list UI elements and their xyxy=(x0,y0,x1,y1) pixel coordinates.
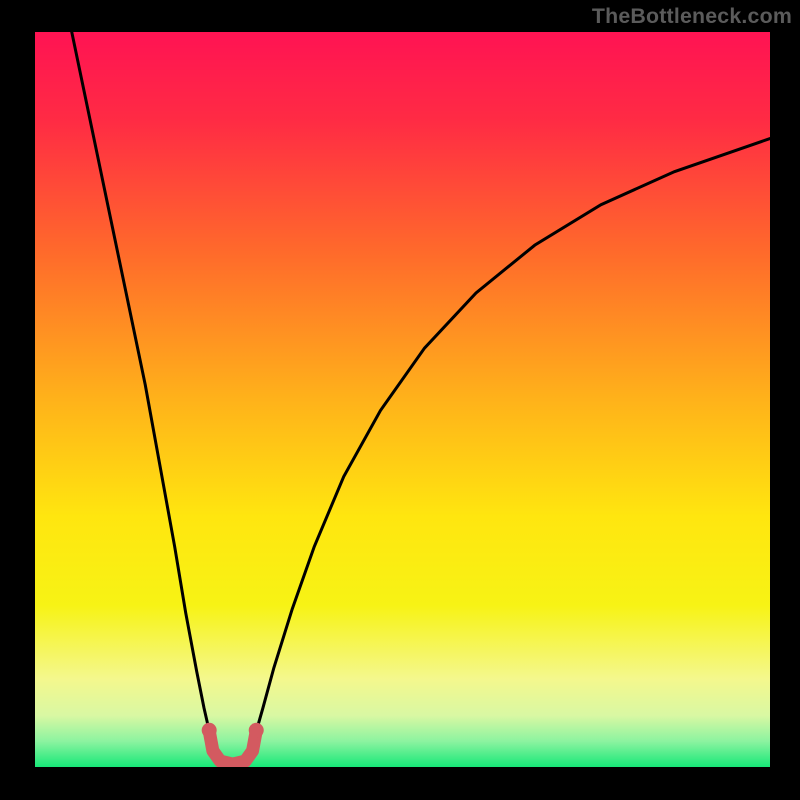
curve-left-branch xyxy=(72,32,215,751)
plot-area xyxy=(35,32,770,767)
watermark-text: TheBottleneck.com xyxy=(592,4,792,29)
curve-right-branch xyxy=(251,139,770,751)
valley-marker-dot-0 xyxy=(202,723,217,738)
valley-marker-dot-1 xyxy=(249,723,264,738)
plot-svg xyxy=(35,32,770,767)
valley-marker-u xyxy=(209,731,256,764)
chart-container: TheBottleneck.com xyxy=(0,0,800,800)
